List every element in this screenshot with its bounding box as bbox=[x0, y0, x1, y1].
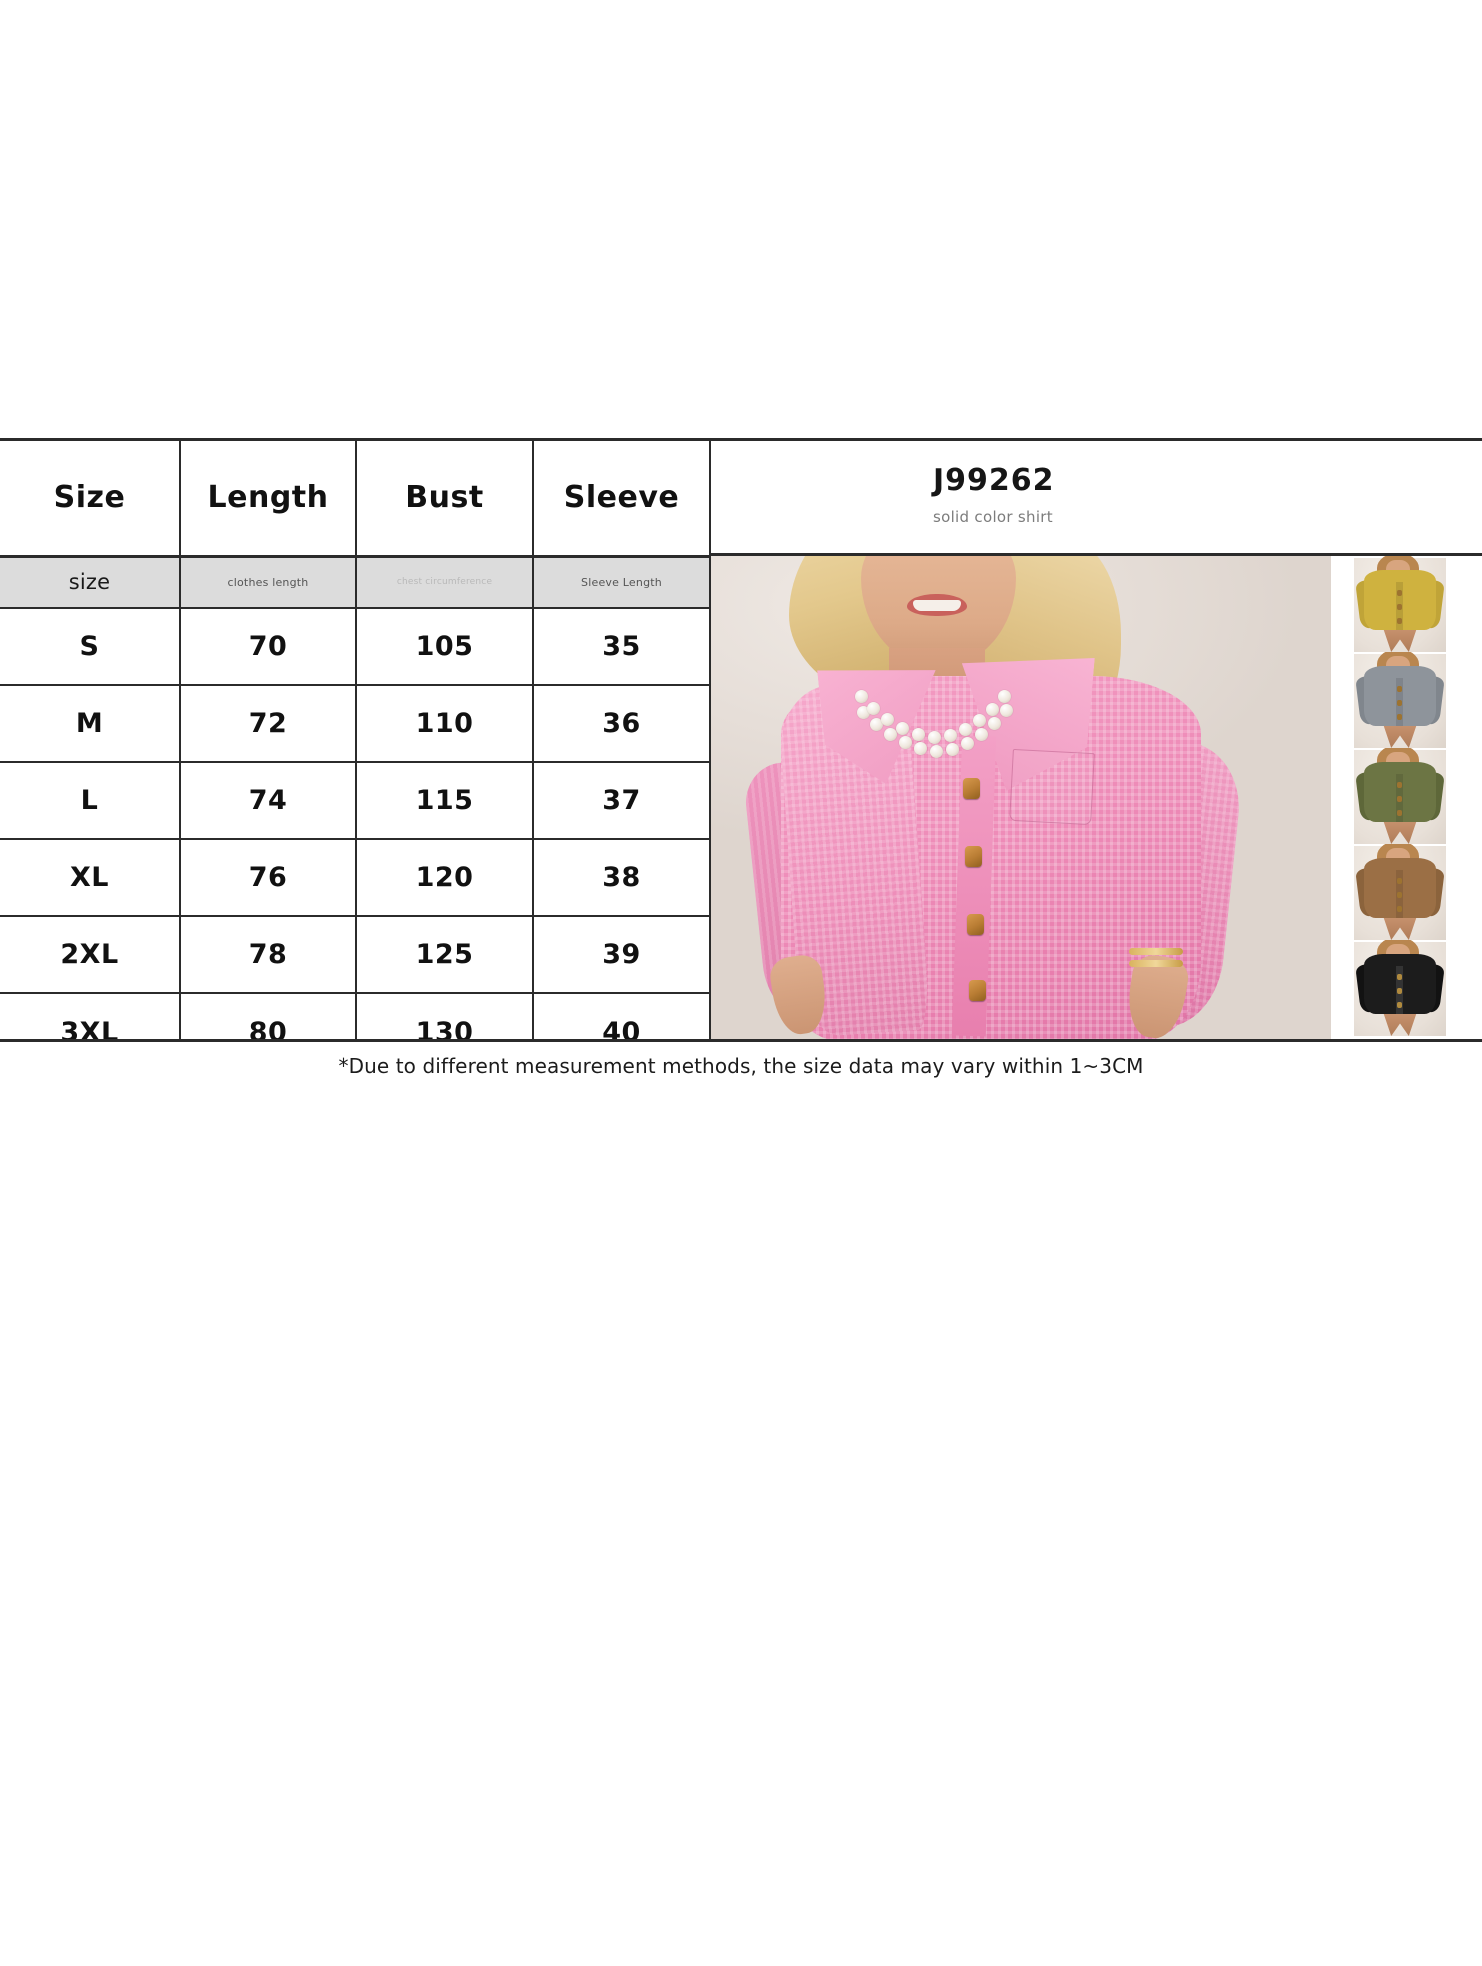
column-header-size: Size bbox=[0, 441, 181, 558]
table-row: 2XL 78 125 39 bbox=[0, 916, 711, 994]
table-row: XL 76 120 38 bbox=[0, 839, 711, 917]
shirt-button bbox=[969, 980, 986, 1001]
cell-length: 72 bbox=[180, 685, 357, 763]
size-chart-block: Size Length Bust Sleeve size clothes len… bbox=[0, 438, 1482, 1090]
table-subheader-row: size clothes length chest circumference … bbox=[0, 556, 711, 609]
product-id-box: J99262 solid color shirt bbox=[711, 441, 1482, 556]
cell-sleeve: 35 bbox=[533, 608, 711, 686]
cell-length: 76 bbox=[180, 839, 357, 917]
product-code: J99262 bbox=[933, 463, 1055, 498]
thumb-button bbox=[1397, 782, 1402, 788]
cell-size: XL bbox=[0, 839, 181, 917]
thumb-button bbox=[1397, 906, 1402, 912]
thumb-button bbox=[1397, 892, 1402, 898]
shirt-button bbox=[965, 846, 982, 867]
thumb-button bbox=[1397, 590, 1402, 596]
thumb-button bbox=[1397, 1002, 1402, 1008]
cell-bust: 115 bbox=[356, 762, 534, 840]
product-panel: J99262 solid color shirt bbox=[711, 441, 1482, 1039]
column-header-length: Length bbox=[180, 441, 357, 558]
cell-bust: 110 bbox=[356, 685, 534, 763]
pearl-necklace bbox=[853, 678, 1028, 770]
disclaimer-text: *Due to different measurement methods, t… bbox=[338, 1054, 1144, 1078]
subheader-sleeve-length: Sleeve Length bbox=[533, 556, 711, 609]
column-header-sleeve: Sleeve bbox=[533, 441, 711, 558]
thumb-button bbox=[1397, 686, 1402, 692]
product-subtitle: solid color shirt bbox=[933, 508, 1053, 526]
thumb-button bbox=[1397, 796, 1402, 802]
thumb-button bbox=[1397, 988, 1402, 994]
thumb-button bbox=[1397, 810, 1402, 816]
subheader-chest-circumference: chest circumference bbox=[356, 556, 534, 609]
cell-bust: 120 bbox=[356, 839, 534, 917]
measurement-disclaimer: *Due to different measurement methods, t… bbox=[0, 1039, 1482, 1090]
cell-length: 74 bbox=[180, 762, 357, 840]
shirt-button bbox=[967, 914, 984, 935]
cell-bust: 125 bbox=[356, 916, 534, 994]
thumb-button bbox=[1397, 618, 1402, 624]
thumb-button bbox=[1397, 714, 1402, 720]
cell-length: 70 bbox=[180, 608, 357, 686]
cell-size: 2XL bbox=[0, 916, 181, 994]
subheader-size: size bbox=[0, 556, 181, 609]
color-thumbnail-olive[interactable] bbox=[1340, 748, 1458, 844]
cell-length: 78 bbox=[180, 916, 357, 994]
gold-bracelet bbox=[1129, 948, 1183, 955]
table-row: S 70 105 35 bbox=[0, 608, 711, 686]
shirt-button bbox=[963, 778, 980, 799]
cell-size: L bbox=[0, 762, 181, 840]
color-thumbnail-black[interactable] bbox=[1340, 940, 1458, 1036]
column-header-bust: Bust bbox=[356, 441, 534, 558]
table-header-row: Size Length Bust Sleeve bbox=[0, 441, 711, 558]
thumb-button bbox=[1397, 878, 1402, 884]
cell-sleeve: 39 bbox=[533, 916, 711, 994]
color-thumbnail-gray[interactable] bbox=[1340, 652, 1458, 748]
cell-sleeve: 37 bbox=[533, 762, 711, 840]
color-variant-thumbnail-strip bbox=[1340, 556, 1458, 1039]
thumb-button bbox=[1397, 974, 1402, 980]
table-row: M 72 110 36 bbox=[0, 685, 711, 763]
hero-product-photo bbox=[711, 556, 1331, 1039]
chart-main-row: Size Length Bust Sleeve size clothes len… bbox=[0, 441, 1482, 1070]
gold-bracelet bbox=[1129, 960, 1183, 967]
thumb-button bbox=[1397, 604, 1402, 610]
size-measurement-table: Size Length Bust Sleeve size clothes len… bbox=[0, 441, 711, 1070]
model-teeth bbox=[913, 600, 961, 611]
color-thumbnail-camel[interactable] bbox=[1340, 844, 1458, 940]
cell-size: S bbox=[0, 608, 181, 686]
cell-size: M bbox=[0, 685, 181, 763]
table-row: L 74 115 37 bbox=[0, 762, 711, 840]
cell-sleeve: 38 bbox=[533, 839, 711, 917]
cell-sleeve: 36 bbox=[533, 685, 711, 763]
cell-bust: 105 bbox=[356, 608, 534, 686]
subheader-clothes-length: clothes length bbox=[180, 556, 357, 609]
color-thumbnail-mustard[interactable] bbox=[1340, 556, 1458, 652]
thumb-button bbox=[1397, 700, 1402, 706]
